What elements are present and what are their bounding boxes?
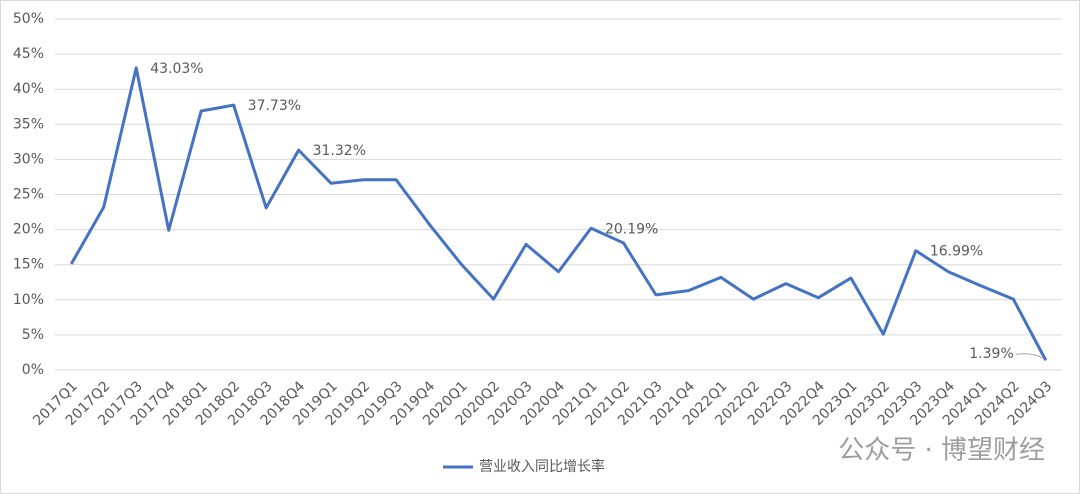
series-line (69, 66, 1048, 361)
y-tick-label: 40% (13, 81, 44, 97)
data-label: 20.19% (605, 221, 658, 237)
y-tick-label: 45% (13, 46, 44, 62)
data-label: 16.99% (930, 244, 983, 260)
y-tick-label: 15% (13, 257, 44, 273)
data-label: 1.39% (969, 346, 1013, 362)
watermark: 公众号 · 博望财经 (838, 436, 1045, 466)
y-tick-label: 30% (13, 151, 44, 167)
y-tick-label: 35% (13, 116, 44, 132)
y-tick-label: 5% (22, 327, 44, 343)
y-tick-label: 10% (13, 292, 44, 308)
data-label: 43.03% (150, 61, 203, 77)
leader-line (1015, 353, 1044, 359)
y-tick-label: 0% (22, 362, 44, 378)
legend-label: 营业收入同比增长率 (479, 458, 605, 475)
data-label: 37.73% (248, 98, 301, 114)
y-tick-label: 25% (13, 187, 44, 203)
data-label: 31.32% (313, 143, 366, 159)
y-tick-label: 50% (13, 11, 44, 27)
y-tick-label: 20% (13, 222, 44, 238)
